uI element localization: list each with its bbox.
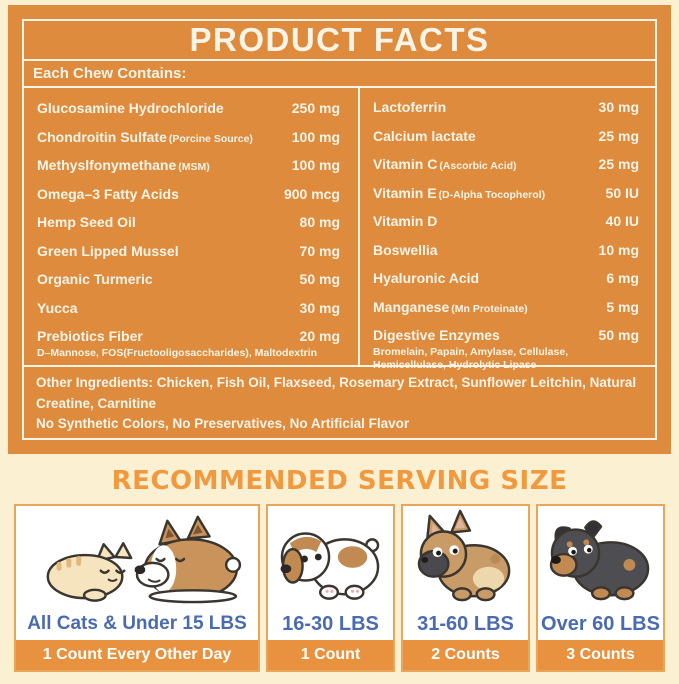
ingredient-amount: 30 mg — [598, 99, 639, 116]
ingredient-amount: 6 mg — [606, 270, 639, 287]
ingredient-row: Manganese (Mn Proteinate) 5 mg — [360, 293, 655, 322]
ingredient-name: Boswellia — [373, 241, 438, 258]
ingredient-name: Calcium lactate — [373, 127, 476, 144]
ingredient-name: Chondroitin Sulfate — [37, 128, 167, 145]
serving-card-over-60: Over 60 LBS 3 Counts — [536, 504, 665, 672]
ingredient-amount: 30 mg — [299, 299, 340, 316]
no-additives-text: No Synthetic Colors, No Preservatives, N… — [36, 415, 410, 431]
ingredient-note: (Porcine Source) — [168, 132, 253, 145]
beagle-illustration — [280, 532, 379, 600]
ingredient-amount: 50 mg — [299, 271, 340, 288]
ingredient-row: Chondroitin Sulfate (Porcine Source) 100 … — [24, 123, 358, 152]
pet-illustration-area — [538, 506, 663, 608]
ingredient-name: Organic Turmeric — [37, 271, 153, 288]
ingredient-name: Digestive Enzymes — [373, 327, 500, 344]
ingredient-amount: 10 mg — [598, 241, 639, 258]
ingredient-row: Vitamin E (D-Alpha Tocopherol) 50 IU — [360, 179, 655, 208]
ingredient-row: Vitamin D 40 IU — [360, 207, 655, 236]
ingredient-row: Organic Turmeric 50 mg — [24, 265, 358, 294]
other-ingredients-box: Other Ingredients: Chicken, Fish Oil, Fl… — [24, 365, 655, 438]
ingredient-amount: 40 IU — [605, 213, 639, 230]
weight-range-label: All Cats & Under 15 LBS — [27, 613, 247, 634]
ingredient-name: Hyaluronic Acid — [373, 270, 480, 287]
ingredient-amount: 900 mcg — [283, 185, 340, 202]
ingredient-note: (MSM) — [178, 161, 210, 174]
other-ingredients-text: Other Ingredients: Chicken, Fish Oil, Fl… — [36, 375, 637, 411]
serving-card-cats-small-dogs: All Cats & Under 15 LBS 1 Count Every Ot… — [14, 504, 260, 672]
ingredient-row: Lactoferrin 30 mg — [360, 93, 655, 122]
ingredient-amount: 250 mg — [291, 100, 340, 117]
ingredient-amount: 100 mg — [291, 157, 340, 174]
ingredient-name: Glucosamine Hydrochloride — [37, 100, 224, 117]
ingredient-columns: Glucosamine Hydrochloride 250 mg Chondro… — [24, 88, 655, 371]
ingredient-row: Vitamin C (Ascorbic Acid) 25 mg — [360, 150, 655, 179]
ingredient-row: Hemp Seed Oil 80 mg — [24, 208, 358, 237]
ingredient-row: Omega–3 Fatty Acids 900 mcg — [24, 180, 358, 209]
product-facts-panel: PRODUCT FACTS Each Chew Contains: Glucos… — [8, 5, 671, 454]
ingredient-amount: 70 mg — [299, 242, 340, 259]
ingredient-name: Omega–3 Fatty Acids — [37, 185, 179, 202]
ingredient-row: Calcium lactate 25 mg — [360, 122, 655, 151]
serving-count-bar: 2 Counts — [403, 640, 528, 670]
ingredient-row: Digestive Enzymes 50 mg — [360, 321, 655, 350]
rottweiler-illustration — [549, 520, 649, 601]
ingredient-amount: 80 mg — [299, 214, 340, 231]
ingredient-name: Yucca — [37, 299, 78, 316]
ingredient-name: Manganese — [373, 298, 450, 315]
ingredient-amount: 20 mg — [299, 328, 340, 345]
each-chew-contains-label: Each Chew Contains: — [24, 61, 655, 88]
ingredient-column-left: Glucosamine Hydrochloride 250 mg Chondro… — [24, 88, 360, 366]
ingredient-name: Hemp Seed Oil — [37, 214, 136, 231]
serving-count-bar: 1 Count Every Other Day — [16, 640, 258, 670]
ingredient-amount: 100 mg — [291, 128, 340, 145]
ingredient-amount: 25 mg — [598, 127, 639, 144]
ingredient-row: Prebiotics Fiber 20 mg — [24, 322, 358, 351]
ingredient-amount: 50 IU — [605, 184, 639, 201]
french-bulldog-illustration — [417, 509, 510, 602]
weight-range-label: 16-30 LBS — [282, 612, 379, 635]
ingredient-row: Methyslfonymethane (MSM) 100 mg — [24, 151, 358, 180]
page-title: PRODUCT FACTS — [189, 21, 490, 58]
serving-size-title: RECOMMENDED SERVING SIZE — [111, 466, 568, 496]
pet-illustration-area — [268, 506, 393, 608]
ingredient-name: Vitamin C — [373, 156, 438, 173]
ingredient-subnote: D–Mannose, FOS(Fructooligosaccharides), … — [37, 346, 318, 359]
ingredient-column-right: Lactoferrin 30 mg Calcium lactate 25 mg … — [360, 88, 655, 370]
ingredient-note: (D-Alpha Tocopherol) — [438, 188, 546, 201]
serving-count-bar: 1 Count — [268, 640, 393, 670]
serving-card-31-60: 31-60 LBS 2 Counts — [401, 504, 530, 672]
ingredient-note: (Ascorbic Acid) — [439, 160, 517, 173]
ingredient-row: Yucca 30 mg — [24, 294, 358, 323]
ingredient-row: Green Lipped Mussel 70 mg — [24, 237, 358, 266]
facts-title-row: PRODUCT FACTS — [24, 21, 655, 61]
ingredient-name: Lactoferrin — [373, 99, 447, 116]
ingredient-note: (Mn Proteinate) — [451, 302, 528, 315]
serving-cards-row: All Cats & Under 15 LBS 1 Count Every Ot… — [14, 504, 665, 672]
pet-illustration-area — [16, 506, 258, 608]
ingredient-row: Boswellia 10 mg — [360, 236, 655, 265]
ingredient-subnote: Bromelain, Papain, Amylase, Cellulase, H… — [373, 345, 569, 371]
ingredient-name: Prebiotics Fiber — [37, 328, 143, 345]
ingredient-row: Glucosamine Hydrochloride 250 mg — [24, 94, 358, 123]
ingredient-amount: 5 mg — [606, 298, 639, 315]
weight-range-label: 31-60 LBS — [417, 612, 514, 635]
ingredient-name: Methyslfonymethane — [37, 157, 177, 174]
ingredient-amount: 50 mg — [598, 327, 639, 344]
weight-range-label: Over 60 LBS — [541, 612, 660, 635]
cat-and-corgi-illustration — [46, 515, 242, 604]
ingredient-name: Green Lipped Mussel — [37, 242, 179, 259]
facts-frame: PRODUCT FACTS Each Chew Contains: Glucos… — [22, 19, 657, 440]
pet-illustration-area — [403, 506, 528, 608]
serving-card-16-30: 16-30 LBS 1 Count — [266, 504, 395, 672]
ingredient-name: Vitamin E — [373, 184, 437, 201]
ingredient-name: Vitamin D — [373, 213, 438, 230]
serving-count-bar: 3 Counts — [538, 640, 663, 670]
ingredient-row: Hyaluronic Acid 6 mg — [360, 264, 655, 293]
ingredient-amount: 25 mg — [598, 156, 639, 173]
